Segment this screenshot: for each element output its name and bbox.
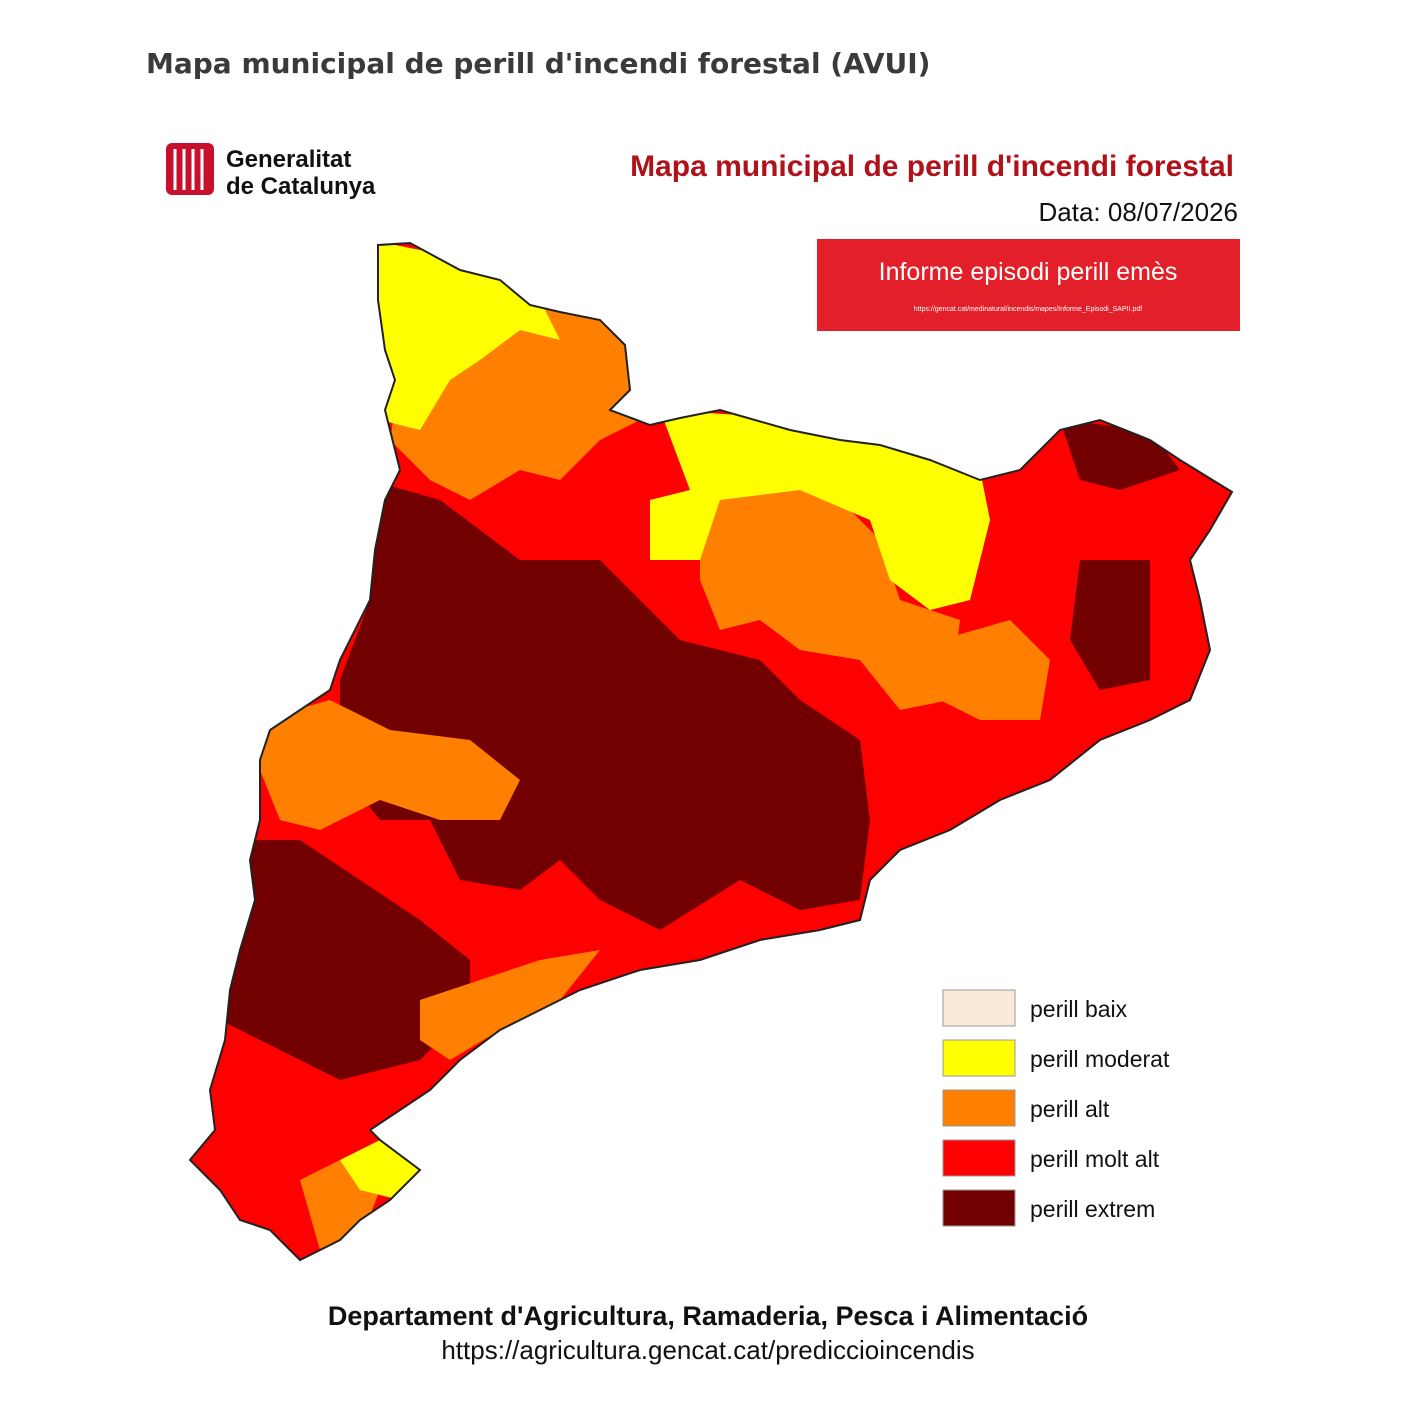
region [260, 700, 520, 830]
logo-stripes [173, 149, 204, 190]
legend-swatch [942, 1039, 1016, 1077]
legend-swatch [942, 989, 1016, 1027]
logo-emblem [166, 143, 214, 195]
legend-label: perill extrem [1030, 1196, 1155, 1222]
region [220, 840, 470, 1080]
region [1070, 560, 1150, 690]
legend-label: perill molt alt [1030, 1146, 1160, 1172]
legend: perill baix perill moderat perill alt peril… [942, 989, 1170, 1227]
region [700, 480, 960, 710]
legend-swatch [942, 1089, 1016, 1127]
page-title: Mapa municipal de perill d'incendi fores… [146, 47, 930, 80]
footer-url[interactable]: https://agricultura.gencat.cat/prediccio… [441, 1335, 974, 1365]
logo: Generalitat de Catalunya [166, 143, 376, 200]
logo-text: de Catalunya [226, 173, 376, 200]
legend-swatch [942, 1189, 1016, 1227]
legend-label: perill baix [1030, 996, 1128, 1022]
logo-text: Generalitat [226, 146, 351, 173]
footer-department: Departament d'Agricultura, Ramaderia, Pe… [328, 1301, 1088, 1331]
legend-label: perill moderat [1030, 1046, 1170, 1072]
region [420, 950, 600, 1060]
map-date: Data: 08/07/2026 [1039, 197, 1239, 227]
legend-label: perill alt [1030, 1096, 1110, 1122]
map-title: Mapa municipal de perill d'incendi fores… [630, 150, 1234, 183]
region [650, 410, 990, 610]
region [390, 300, 640, 500]
banner[interactable] [817, 239, 1240, 331]
region [940, 620, 1050, 720]
legend-swatch [942, 1139, 1016, 1177]
banner-url[interactable]: https://gencat.cat/medinatural/incendis/… [914, 306, 1142, 313]
banner-text[interactable]: Informe episodi perill emès [879, 258, 1178, 286]
